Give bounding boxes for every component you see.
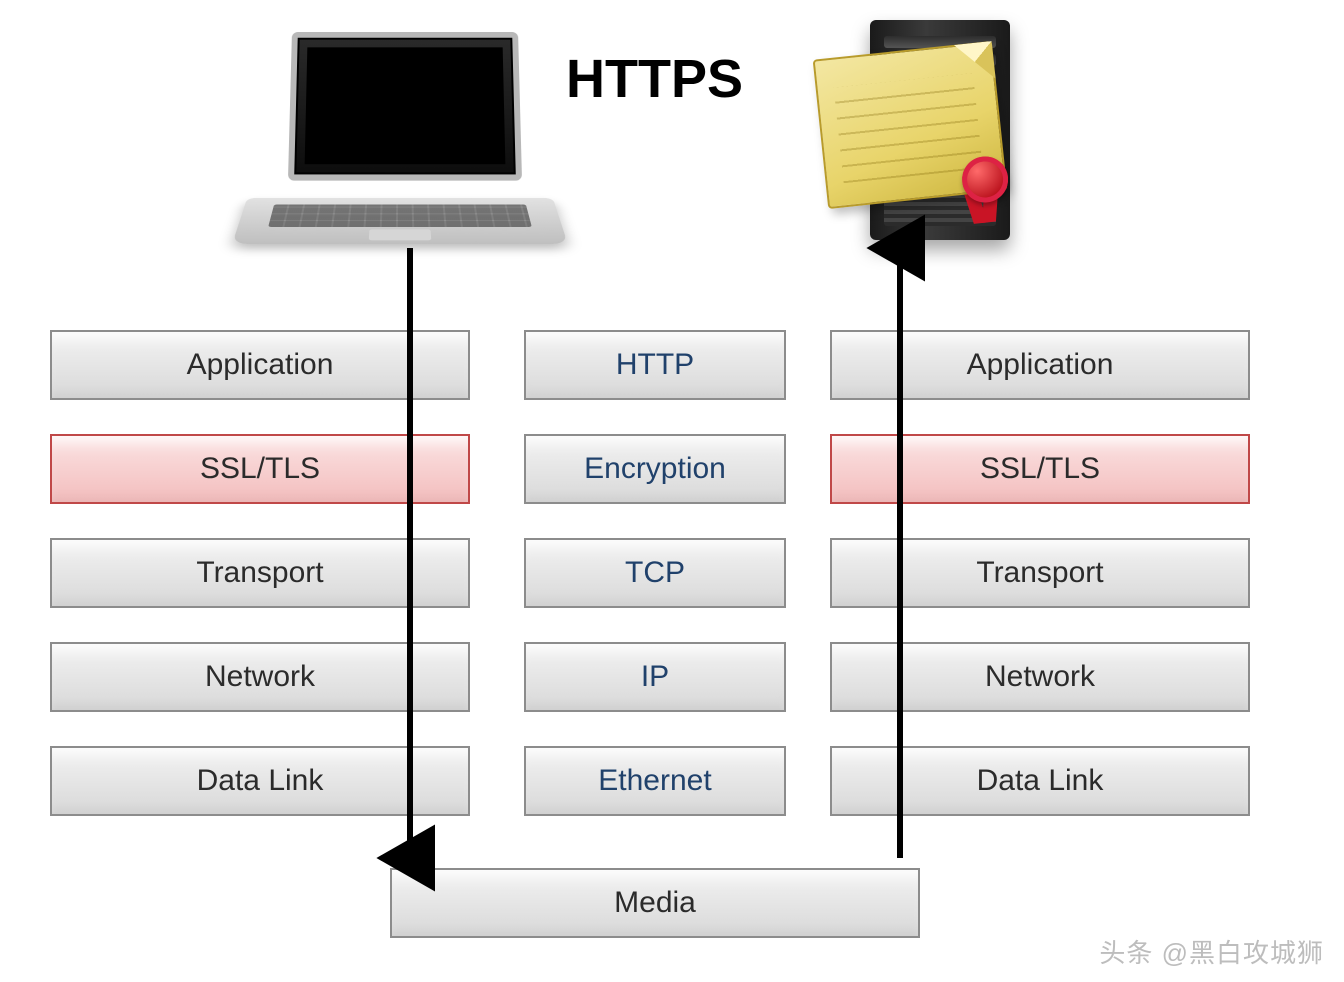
certificate-icon [813,41,1008,209]
left-layer-application: Application [50,330,470,400]
left-layer-transport: Transport [50,538,470,608]
right-layer-data-link-label: Data Link [977,764,1104,798]
right-layer-network: Network [830,642,1250,712]
center-layer-http-label: HTTP [616,348,694,382]
left-layer-data-link: Data Link [50,746,470,816]
left-layer-data-link-label: Data Link [197,764,324,798]
media-layer: Media [390,868,920,938]
right-layer-network-label: Network [985,660,1095,694]
watermark-text: 头条 @黑白攻城狮 [1099,933,1324,970]
right-layer-application: Application [830,330,1250,400]
right-layer-transport: Transport [830,538,1250,608]
left-layer-network: Network [50,642,470,712]
center-layer-ethernet: Ethernet [524,746,786,816]
center-layer-encryption: Encryption [524,434,786,504]
right-layer-transport-label: Transport [976,556,1103,590]
right-layer-data-link: Data Link [830,746,1250,816]
left-layer-network-label: Network [205,660,315,694]
left-layer-application-label: Application [187,348,334,382]
center-layer-http: HTTP [524,330,786,400]
center-layer-encryption-label: Encryption [584,452,726,486]
center-layer-tcp-label: TCP [625,556,685,590]
right-layer-ssl-tls: SSL/TLS [830,434,1250,504]
center-layer-ip-label: IP [641,660,669,694]
media-label: Media [614,886,696,920]
center-layer-ethernet-label: Ethernet [598,764,711,798]
center-layer-tcp: TCP [524,538,786,608]
left-layer-ssl-tls-label: SSL/TLS [200,452,320,486]
left-layer-ssl-tls: SSL/TLS [50,434,470,504]
right-layer-ssl-tls-label: SSL/TLS [980,452,1100,486]
left-layer-transport-label: Transport [196,556,323,590]
right-layer-application-label: Application [967,348,1114,382]
center-layer-ip: IP [524,642,786,712]
diagram-title: HTTPS [566,48,743,110]
diagram-canvas: HTTPS Application SSL/TLS Transport Network… [0,0,1344,982]
